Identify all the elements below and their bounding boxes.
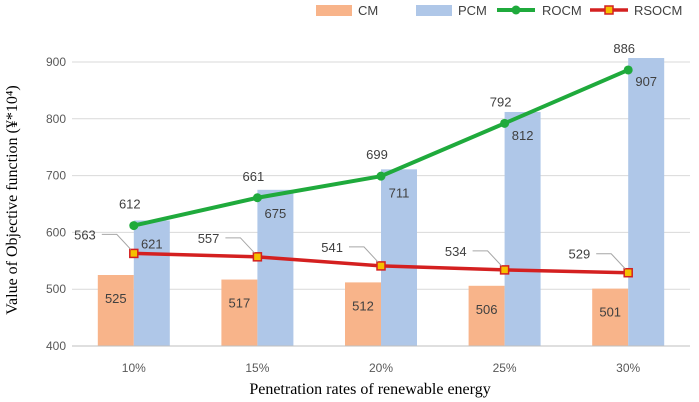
legend-label-rocm: ROCM [542, 3, 582, 18]
x-tick-label: 10% [122, 361, 146, 375]
legend-label-cm: CM [358, 3, 378, 18]
marker-rocm [376, 171, 386, 181]
x-tick-label: 15% [245, 361, 269, 375]
data-label-rsocm: 557 [198, 231, 220, 246]
legend-marker-rsocm [604, 5, 614, 15]
data-label-rocm: 661 [243, 169, 265, 184]
bar-cm [592, 288, 629, 346]
bar-pcm [257, 189, 294, 346]
leader-rsocm [101, 233, 132, 250]
data-label-cm: 525 [105, 291, 127, 306]
data-label-rsocm: 563 [74, 227, 96, 242]
leader-rsocm [472, 250, 502, 267]
data-label-rsocm: 529 [568, 247, 590, 262]
legend-swatch-pcm [416, 5, 452, 16]
bar-pcm [381, 169, 417, 346]
marker-rocm [500, 118, 510, 128]
data-label-rocm: 792 [490, 94, 512, 109]
legend-label-pcm: PCM [458, 3, 487, 18]
bars [97, 58, 665, 347]
x-axis-title: Penetration rates of renewable energy [249, 381, 490, 398]
data-label-rsocm: 534 [445, 244, 467, 259]
data-label-cm: 506 [476, 302, 498, 317]
y-tick-label: 700 [46, 169, 66, 183]
x-tick-label: 20% [369, 361, 393, 375]
bar-pcm [504, 111, 541, 346]
data-label-pcm: 711 [389, 185, 410, 200]
legend: CM PCM ROCM RSOCM [316, 3, 682, 18]
y-tick-label: 500 [46, 282, 66, 296]
leader-rsocm [349, 246, 379, 263]
marker-rocm [623, 65, 633, 75]
data-label-rocm: 612 [119, 197, 141, 212]
x-tick-label: 25% [493, 361, 517, 375]
marker-rsocm [252, 252, 263, 262]
lines [129, 65, 633, 278]
marker-rsocm [623, 267, 633, 278]
leader-rsocm [596, 253, 626, 270]
data-labels: 525 517 512 506 501 621 675 711 812 907 612 661 699 7… [74, 41, 657, 320]
bar-pcm [628, 58, 665, 347]
leader-rsocm [225, 237, 255, 254]
legend-label-rsocm: RSOCM [634, 3, 682, 18]
legend-swatch-cm [316, 5, 352, 16]
bar-cm [221, 279, 258, 346]
marker-rsocm [129, 248, 139, 259]
marker-rocm [129, 221, 139, 231]
data-label-pcm: 812 [512, 128, 534, 143]
legend-marker-rocm [511, 5, 521, 15]
bar-cm [468, 285, 505, 346]
bar-cm [97, 275, 134, 346]
axes: 400 500 600 700 800 900 10% 15% 20% 25% 30% [46, 55, 690, 375]
data-label-cm: 517 [229, 296, 251, 311]
data-label-cm: 512 [352, 298, 374, 313]
data-label-rsocm: 541 [321, 240, 343, 255]
data-label-rocm: 699 [366, 147, 388, 162]
y-tick-label: 400 [46, 339, 66, 353]
data-label-pcm: 907 [635, 74, 657, 89]
y-tick-label: 600 [46, 225, 66, 239]
data-label-pcm: 621 [141, 236, 163, 251]
marker-rsocm [499, 265, 510, 275]
data-label-cm: 501 [599, 305, 621, 320]
marker-rocm [252, 193, 262, 203]
marker-rsocm [376, 261, 386, 271]
y-tick-label: 800 [46, 112, 66, 126]
data-label-rocm: 886 [613, 41, 635, 56]
data-label-pcm: 675 [265, 206, 287, 221]
bar-pcm [133, 220, 170, 346]
y-axis-title: Value of Objective function (¥*10⁴) [4, 85, 21, 315]
bar-cm [345, 282, 381, 346]
y-tick-label: 900 [46, 55, 66, 69]
x-tick-label: 30% [616, 361, 640, 375]
